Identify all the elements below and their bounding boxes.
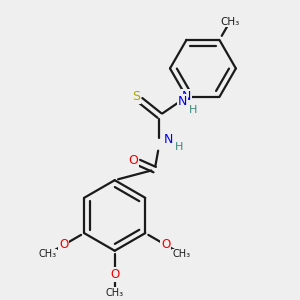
Text: CH₃: CH₃ (173, 249, 191, 259)
Text: O: O (59, 238, 68, 251)
Text: O: O (129, 154, 139, 167)
Text: N: N (182, 91, 191, 103)
Text: CH₃: CH₃ (106, 288, 124, 298)
Text: S: S (132, 90, 140, 103)
Text: O: O (161, 238, 170, 251)
Text: CH₃: CH₃ (220, 16, 240, 27)
Text: O: O (110, 268, 119, 281)
Text: H: H (189, 105, 197, 115)
Text: N: N (178, 95, 187, 108)
Text: H: H (175, 142, 184, 152)
Text: N: N (164, 133, 173, 146)
Text: CH₃: CH₃ (38, 249, 56, 259)
